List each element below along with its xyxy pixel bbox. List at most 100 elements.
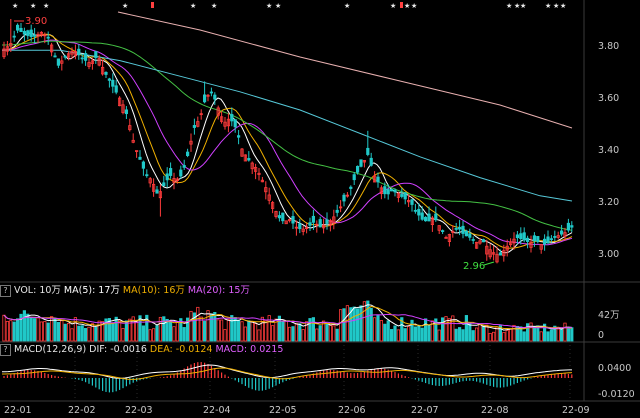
ma5-line (1, 32, 573, 254)
volume-bar (206, 310, 210, 342)
candle-body (570, 225, 574, 228)
volume-bar (440, 317, 445, 342)
candle-body (274, 210, 278, 217)
volume-bar (281, 321, 285, 342)
help-icon[interactable]: ? (0, 285, 11, 297)
candle-body (461, 225, 465, 234)
volume-bar (437, 329, 441, 342)
candle-body (352, 174, 356, 181)
candle-body (389, 189, 394, 192)
candle-body (505, 245, 509, 251)
candle-body (29, 29, 33, 38)
candle-body (406, 199, 411, 203)
candle-body (213, 94, 217, 100)
volume-bar (444, 316, 448, 342)
event-star-icon: ★ (404, 2, 410, 10)
candle-body (73, 51, 77, 57)
volume-bar (175, 321, 179, 342)
candle-body (457, 226, 462, 230)
candle-body (349, 186, 353, 189)
help-icon[interactable]: ? (0, 344, 11, 356)
volume-bar (39, 321, 44, 342)
event-flag-icon (151, 2, 154, 8)
ma120-line (2, 49, 573, 202)
candle-body (471, 239, 475, 241)
volume-bar (216, 319, 220, 342)
candle-body (383, 186, 387, 195)
candle-body (546, 236, 550, 244)
volume-bar (427, 325, 431, 342)
macd-dea: DEA: -0.0124 (149, 344, 213, 355)
volume-bar (2, 314, 6, 342)
volume-bar (26, 313, 30, 342)
event-star-icon: ★ (514, 2, 520, 10)
date-tick-label: 22-06 (338, 405, 366, 416)
volume-bar (359, 305, 363, 342)
candle-body (158, 191, 162, 199)
candle-body (90, 60, 94, 64)
candle-body (199, 113, 203, 116)
volume-bar (369, 307, 373, 342)
candle-body (216, 107, 220, 116)
candle-body (33, 34, 37, 37)
candle-body (512, 238, 516, 244)
candle-body (393, 189, 397, 193)
volume-bar (165, 318, 169, 342)
volume-bar (250, 321, 254, 342)
event-flag-icon (400, 2, 403, 8)
volume-ma20-line (3, 313, 572, 329)
volume-bar (410, 319, 414, 342)
volume-bar (134, 321, 139, 342)
volume-bar (267, 315, 271, 342)
candle-body (553, 236, 557, 238)
candle-body (284, 220, 288, 225)
candle-body (396, 193, 401, 198)
volume-bar (325, 323, 329, 342)
candle-body (372, 175, 377, 183)
candle-body (63, 55, 67, 58)
volume-ma5: MA(5): 17万 (63, 285, 120, 296)
candle-body (46, 36, 50, 39)
volume-bar (526, 323, 530, 342)
volume-bar (43, 321, 47, 342)
candle-body (508, 241, 513, 246)
candle-body (281, 212, 285, 222)
candle-body (291, 216, 295, 224)
event-star-icon: ★ (12, 2, 18, 10)
candle-body (440, 230, 445, 232)
candle-body (403, 192, 407, 200)
candle-body (491, 252, 496, 255)
candle-body (155, 189, 159, 194)
volume-bar (9, 320, 13, 342)
volume-header: ? VOL: 10万 MA(5): 17万 MA(10): 16万 MA(20): 15… (0, 284, 253, 298)
macd-dea-line (2, 367, 573, 380)
candle-body (39, 31, 44, 36)
macd-tick-label: -0.0120 (598, 389, 635, 400)
volume-bar (77, 325, 81, 342)
candle-body (22, 30, 27, 35)
candle-body (60, 60, 64, 64)
event-star-icon: ★ (275, 2, 281, 10)
candle-body (15, 24, 20, 31)
candle-body (240, 148, 244, 157)
candle-body (454, 227, 458, 230)
volume-tick-label: 42万 (598, 310, 620, 321)
volume-bar (389, 329, 394, 342)
volume-bar (529, 322, 533, 342)
volume-bar (393, 325, 397, 342)
candle-body (80, 57, 84, 60)
volume-bar (478, 324, 482, 342)
volume-bar (349, 307, 353, 342)
candle-body (318, 219, 322, 228)
volume-tick-label: 0 (598, 330, 604, 341)
volume-bar (114, 316, 118, 342)
volume-bar (457, 327, 462, 342)
candle-body (451, 231, 455, 233)
candle-body (189, 140, 193, 145)
volume-bar (400, 317, 404, 342)
candle-body (478, 240, 482, 244)
volume-bar (260, 316, 265, 342)
candle-body (447, 234, 452, 242)
